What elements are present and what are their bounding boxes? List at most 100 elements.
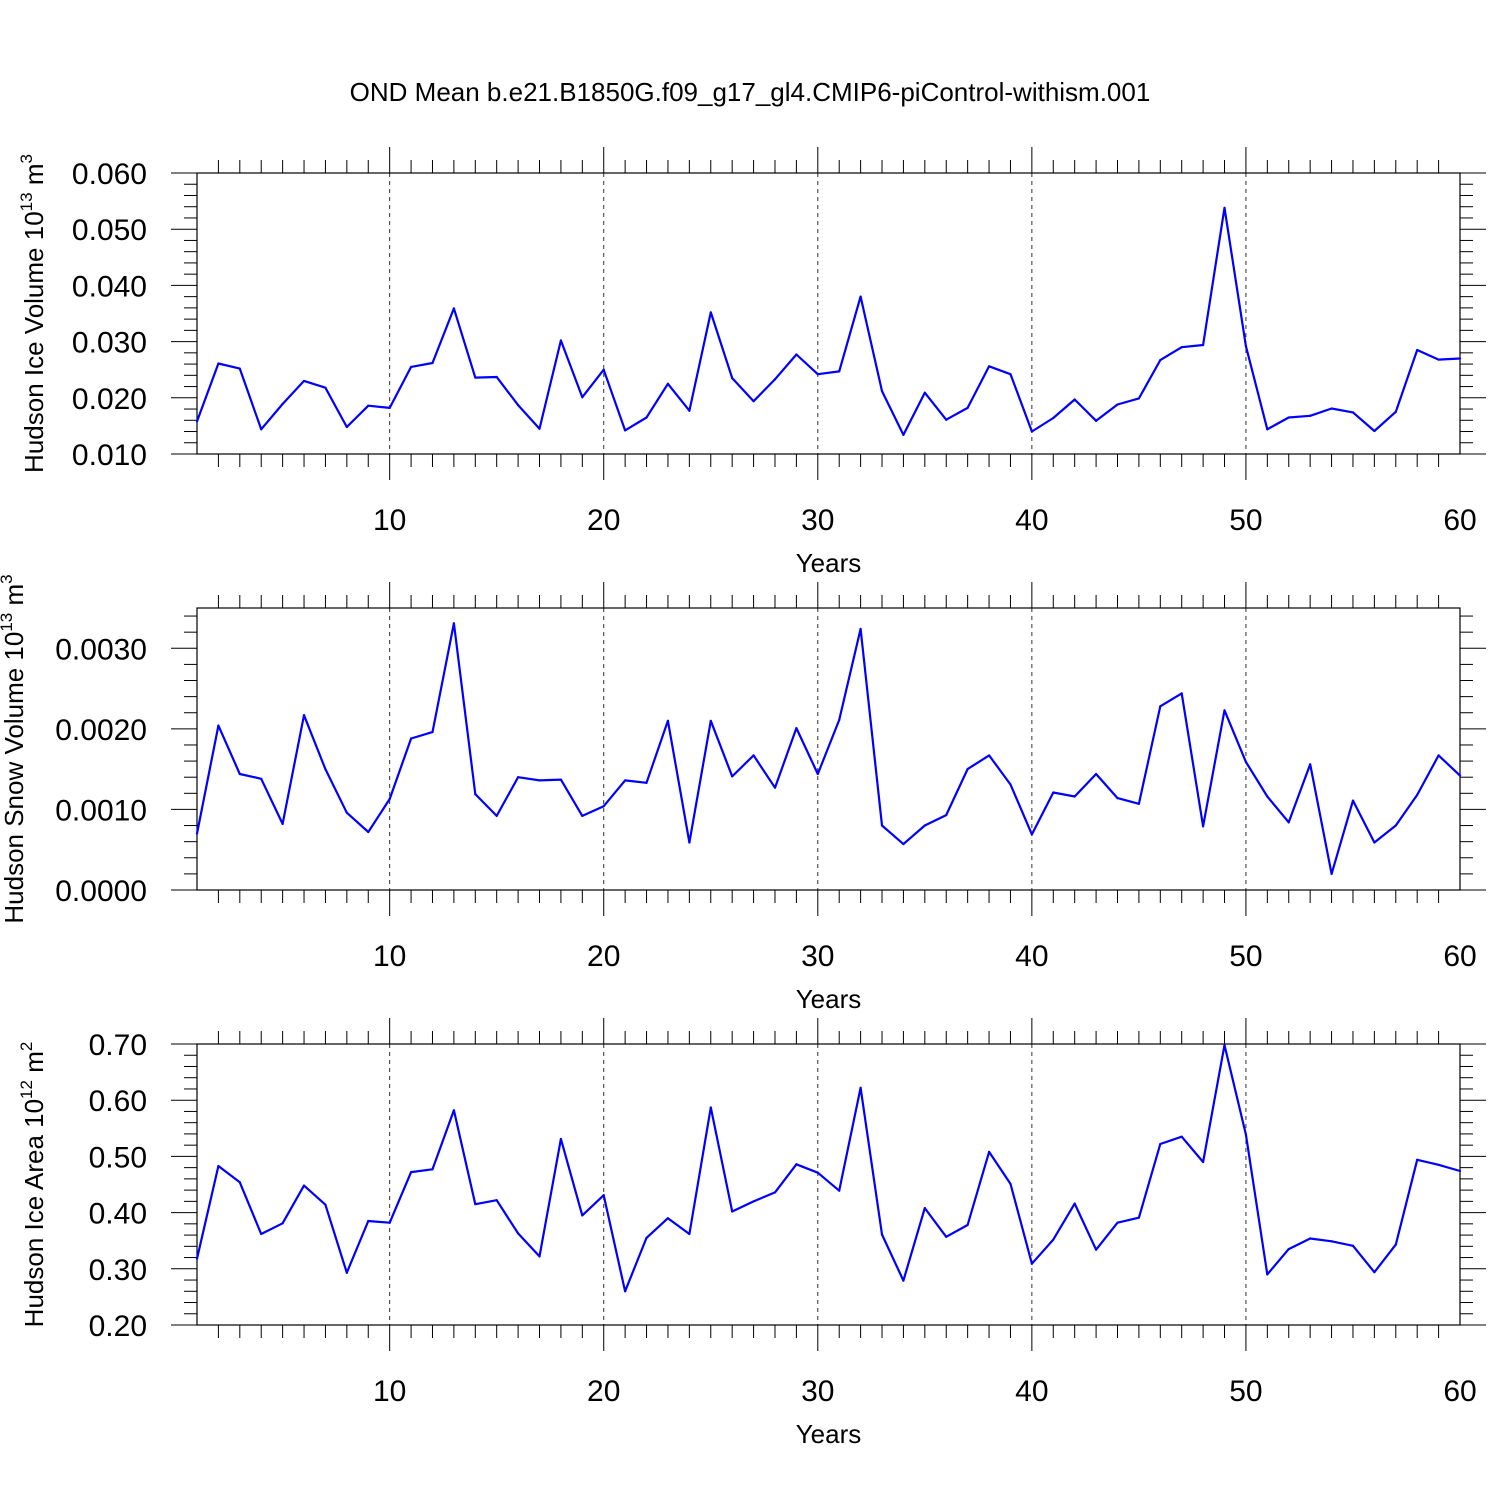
data-point — [624, 429, 627, 432]
data-point — [1073, 398, 1076, 401]
data-point — [645, 416, 648, 419]
data-point — [1351, 411, 1355, 414]
data-point — [1052, 416, 1055, 420]
data-point — [602, 805, 605, 808]
data-point — [688, 841, 691, 844]
data-point — [859, 627, 862, 631]
series-line — [195, 622, 1461, 876]
x-tick-label: 10 — [373, 1375, 406, 1408]
data-point — [474, 376, 477, 379]
data-point — [966, 1223, 969, 1227]
data-point — [1437, 754, 1440, 757]
data-point — [281, 822, 284, 826]
data-point — [217, 724, 220, 727]
data-point — [559, 339, 563, 342]
data-point — [816, 1171, 819, 1174]
data-point — [752, 1200, 755, 1203]
x-tick-label: 10 — [373, 504, 406, 537]
data-point — [1137, 802, 1140, 805]
y-tick-label: 0.060 — [72, 158, 147, 191]
data-point — [517, 404, 520, 407]
data-point — [688, 1232, 691, 1236]
data-point — [795, 353, 798, 356]
data-point — [431, 1168, 434, 1171]
data-point — [1266, 1273, 1269, 1276]
x-tick-label: 20 — [587, 1375, 620, 1408]
data-point — [302, 714, 306, 717]
data-point — [260, 777, 263, 780]
data-point — [1159, 705, 1162, 708]
data-point — [945, 418, 948, 421]
data-point — [838, 718, 841, 722]
data-point — [666, 719, 670, 722]
data-point — [1244, 760, 1248, 763]
data-point — [409, 365, 413, 368]
data-point — [1030, 1262, 1033, 1265]
data-point — [880, 389, 884, 393]
data-point — [1094, 419, 1098, 422]
data-point — [195, 832, 199, 835]
data-point — [217, 1164, 220, 1168]
data-point — [1094, 1248, 1098, 1251]
data-point — [816, 772, 819, 776]
data-point — [260, 428, 263, 431]
data-point — [367, 830, 370, 834]
x-tick-label: 20 — [587, 940, 620, 973]
y-axis-label: Hudson Ice Area 1012 m2 — [17, 1042, 49, 1328]
y-tick-label: 0.0030 — [55, 633, 147, 666]
data-point — [195, 420, 199, 423]
y-tick-label: 0.040 — [72, 270, 147, 303]
data-point — [880, 1233, 884, 1236]
data-point — [517, 1232, 520, 1235]
data-point — [302, 1184, 306, 1187]
data-point — [709, 1106, 712, 1109]
data-point — [923, 1207, 926, 1210]
figure-title: OND Mean b.e21.B1850G.f09_g17_gl4.CMIP6-… — [350, 77, 1151, 107]
data-point — [624, 1290, 627, 1293]
data-point — [1116, 1221, 1119, 1224]
data-point — [345, 1271, 348, 1274]
data-point — [902, 842, 905, 846]
y-tick-label: 0.0020 — [55, 714, 147, 747]
data-point — [238, 772, 241, 776]
y-axis-label-unit: m — [19, 1051, 49, 1080]
data-point — [1137, 397, 1140, 400]
data-point — [602, 1194, 605, 1197]
x-tick-label: 30 — [801, 940, 834, 973]
data-point — [452, 622, 455, 625]
data-point — [1437, 358, 1440, 361]
x-tick-label: 50 — [1229, 940, 1262, 973]
data-point — [602, 368, 605, 371]
y-axis-label-text: Hudson Snow Volume 10 — [0, 632, 29, 924]
data-point — [1159, 359, 1162, 362]
data-point — [624, 779, 627, 782]
data-point — [1073, 795, 1076, 798]
data-point — [388, 1221, 391, 1224]
data-point — [367, 404, 370, 407]
data-point — [1223, 709, 1226, 712]
data-point — [1137, 1216, 1140, 1219]
y-tick-label: 0.70 — [89, 1029, 147, 1062]
data-point — [260, 1232, 263, 1236]
data-point — [859, 295, 862, 298]
data-point — [1266, 428, 1269, 431]
data-point — [495, 814, 498, 817]
y-axis-label-unit-exp: 3 — [0, 574, 16, 583]
x-axis-label: Years — [796, 548, 862, 578]
data-point — [1458, 357, 1462, 360]
data-point — [731, 1210, 734, 1213]
x-tick-label: 20 — [587, 504, 620, 537]
data-point — [1159, 1142, 1162, 1146]
y-axis-label: Hudson Snow Volume 1013 m3 — [0, 574, 29, 923]
data-point — [517, 776, 520, 779]
series-line — [195, 206, 1461, 436]
x-tick-label: 40 — [1015, 1375, 1048, 1408]
y-axis-label-exp: 12 — [17, 1080, 36, 1099]
data-point — [1287, 1248, 1290, 1251]
data-point — [388, 797, 391, 801]
y-axis-label-exp: 13 — [0, 613, 16, 632]
data-point — [752, 400, 755, 403]
data-point — [1373, 1271, 1376, 1274]
data-point — [1330, 1240, 1333, 1243]
data-point — [538, 779, 541, 782]
